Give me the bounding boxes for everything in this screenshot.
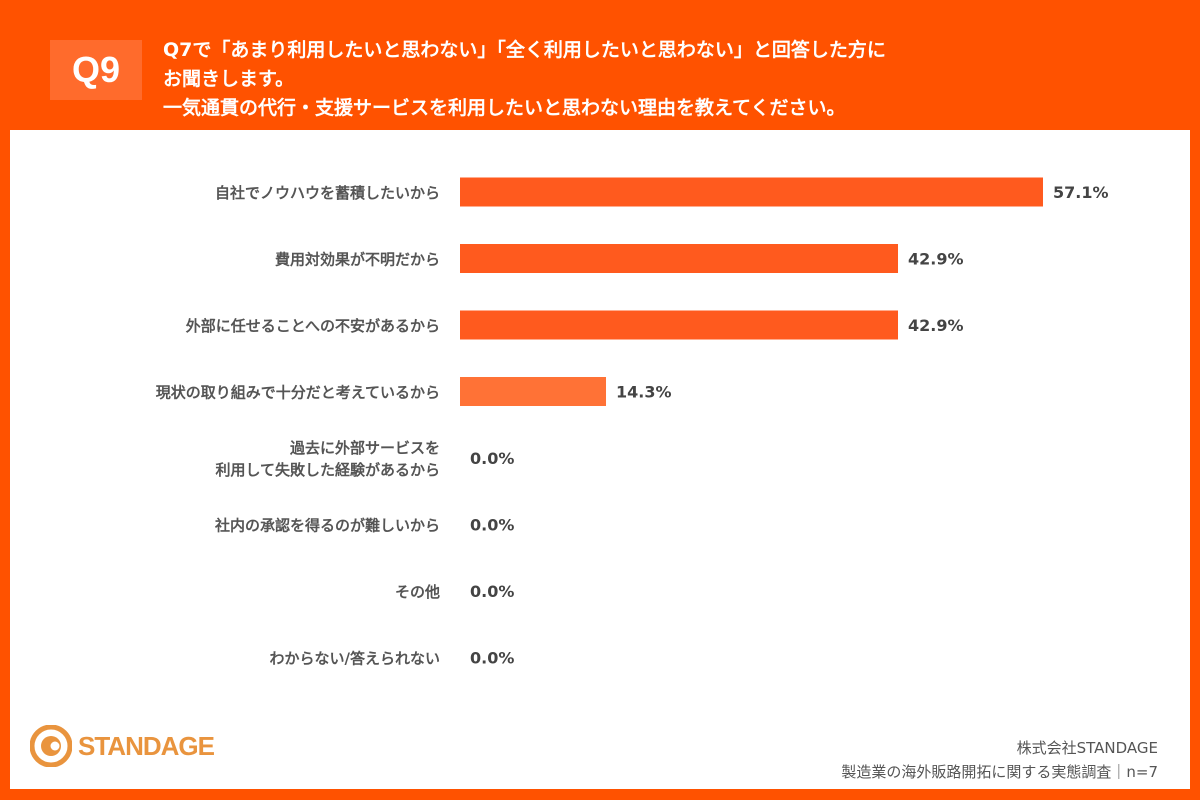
question-line: Q7で「あまり利用したいと思わない」「全く利用したいと思わない」と回答した方に [163, 39, 886, 61]
category-label: 現状の取り組みで十分だと考えているから [156, 384, 440, 402]
category-label: 自社でノウハウを蓄積したいから [215, 184, 440, 202]
value-label: 57.1% [1053, 183, 1109, 202]
category-label: 過去に外部サービスを [289, 439, 440, 457]
category-label: その他 [395, 583, 440, 601]
value-label: 0.0% [470, 582, 514, 601]
value-label: 0.0% [470, 649, 514, 668]
survey-name: 製造業の海外販路開拓に関する実態調査｜n=7 [841, 763, 1158, 781]
question-badge: Q9 [50, 40, 142, 100]
logo-text: STANDAGE [78, 730, 215, 761]
value-label: 14.3% [616, 383, 672, 402]
question-text: Q7で「あまり利用したいと思わない」「全く利用したいと思わない」と回答した方に … [163, 36, 886, 123]
chart-panel: 自社でノウハウを蓄積したいから 57.1% 費用対効果が不明だから 42.9% 外部に任… [10, 130, 1190, 789]
category-label: 社内の承認を得るのが難しいから [214, 517, 440, 535]
value-label: 42.9% [908, 250, 964, 269]
bar-chart: 自社でノウハウを蓄積したいから 57.1% 費用対効果が不明だから 42.9% 外部に任… [156, 177, 1109, 668]
bar [460, 377, 607, 406]
question-line: 一気通貫の代行・支援サービスを利用したいと思わない理由を教えてください。 [163, 97, 846, 119]
category-label: 外部に任せることへの不安があるから [185, 317, 440, 335]
category-label: 利用して失敗した経験があるから [215, 461, 440, 479]
category-label: わからない/答えられない [270, 650, 440, 668]
company-name: 株式会社STANDAGE [1016, 739, 1158, 757]
value-label: 0.0% [470, 449, 514, 468]
standage-logo: STANDAGE [30, 725, 215, 767]
value-label: 42.9% [908, 316, 964, 335]
question-line: お聞きします。 [163, 68, 295, 90]
bar [460, 177, 1043, 207]
logo-icon [30, 725, 72, 767]
bar [460, 244, 899, 273]
category-label: 費用対効果が不明だから [275, 251, 440, 269]
footer-credit: 株式会社STANDAGE 製造業の海外販路開拓に関する実態調査｜n=7 [841, 736, 1158, 784]
value-label: 0.0% [470, 516, 514, 535]
bar [460, 310, 899, 340]
